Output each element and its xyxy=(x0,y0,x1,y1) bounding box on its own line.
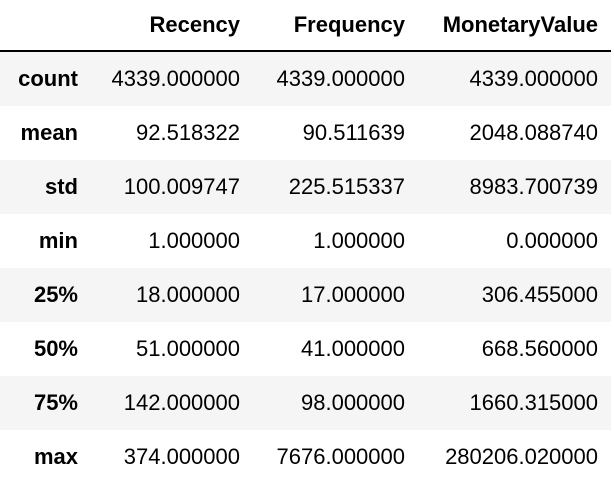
table-row: count 4339.000000 4339.000000 4339.00000… xyxy=(0,52,611,106)
table-row: max 374.000000 7676.000000 280206.020000 xyxy=(0,430,611,484)
row-label: 75% xyxy=(33,390,78,415)
row-label: min xyxy=(38,228,78,253)
table-cell: 1660.315000 xyxy=(469,390,598,415)
table-cell: 7676.000000 xyxy=(276,444,405,469)
table-row: min 1.000000 1.000000 0.000000 xyxy=(0,214,611,268)
table-cell: 142.000000 xyxy=(123,390,240,415)
table-cell: 41.000000 xyxy=(301,336,405,361)
row-label: 25% xyxy=(33,282,78,307)
table-cell: 90.511639 xyxy=(302,120,405,145)
row-label: 50% xyxy=(33,336,78,361)
index-header xyxy=(0,0,78,50)
table-cell: 4339.000000 xyxy=(276,66,405,91)
table-row: 25% 18.000000 17.000000 306.455000 xyxy=(0,268,611,322)
table-cell: 225.515337 xyxy=(288,174,405,199)
table-cell: 668.560000 xyxy=(481,336,598,361)
table-cell: 4339.000000 xyxy=(469,66,598,91)
column-header-recency: Recency xyxy=(149,12,240,37)
table-cell: 1.000000 xyxy=(313,228,405,253)
table-cell: 100.009747 xyxy=(123,174,240,199)
table-cell: 4339.000000 xyxy=(111,66,240,91)
row-label: max xyxy=(33,444,78,469)
table-cell: 374.000000 xyxy=(123,444,240,469)
table-cell: 17.000000 xyxy=(301,282,405,307)
table-cell: 51.000000 xyxy=(136,336,240,361)
column-header-frequency: Frequency xyxy=(293,12,405,37)
table-cell: 98.000000 xyxy=(301,390,405,415)
table-cell: 2048.088740 xyxy=(469,120,598,145)
table-row: 50% 51.000000 41.000000 668.560000 xyxy=(0,322,611,376)
row-label: std xyxy=(45,174,78,199)
table-cell: 1.000000 xyxy=(148,228,240,253)
column-header-monetaryvalue: MonetaryValue xyxy=(442,12,598,37)
table-cell: 92.518322 xyxy=(136,120,240,145)
table-cell: 8983.700739 xyxy=(469,174,598,199)
table-row: mean 92.518322 90.511639 2048.088740 xyxy=(0,106,611,160)
table-header: Recency Frequency MonetaryValue xyxy=(0,0,611,52)
row-label: mean xyxy=(20,120,78,145)
row-label: count xyxy=(18,66,78,91)
table-row: std 100.009747 225.515337 8983.700739 xyxy=(0,160,611,214)
table-row: 75% 142.000000 98.000000 1660.315000 xyxy=(0,376,611,430)
table-cell: 306.455000 xyxy=(481,282,598,307)
table-cell: 18.000000 xyxy=(136,282,240,307)
table-cell: 0.000000 xyxy=(506,228,598,253)
table-cell: 280206.020000 xyxy=(445,444,598,469)
